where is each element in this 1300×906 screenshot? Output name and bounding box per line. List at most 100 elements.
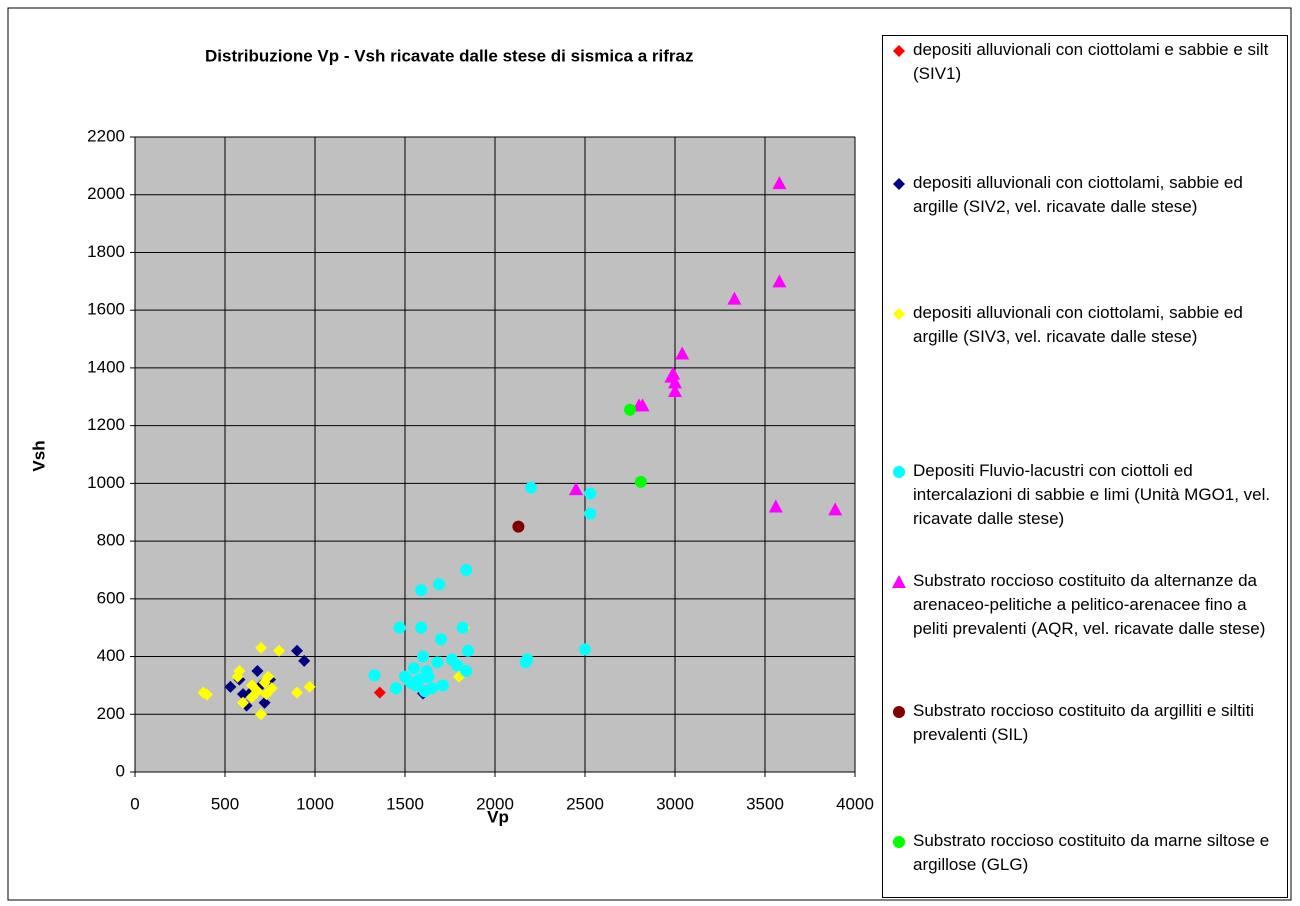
point	[201, 688, 213, 701]
point	[417, 650, 429, 663]
point	[415, 584, 428, 597]
point	[584, 507, 597, 520]
point	[422, 670, 435, 683]
legend-label: Substrato roccioso costituito da argilli…	[913, 701, 1255, 744]
legend-label: Depositi Fluvio-lacustri con ciottoli ed…	[913, 461, 1271, 528]
legend-symbol	[892, 575, 906, 588]
point	[273, 644, 285, 657]
chart-title: Distribuzione Vp - Vsh ricavate dalle st…	[205, 46, 693, 65]
point	[727, 291, 742, 305]
point	[772, 274, 787, 288]
point	[460, 563, 473, 576]
legend-marker	[893, 836, 905, 848]
point	[579, 643, 591, 656]
legend-entry: depositi alluvionali con ciottolami, sab…	[891, 301, 1271, 349]
y-tick-label: 0	[116, 761, 125, 780]
y-tick-label: 2200	[87, 126, 125, 145]
point	[525, 481, 537, 494]
point	[456, 621, 469, 634]
y-tick-label: 200	[97, 704, 125, 723]
x-tick-label: 3500	[746, 794, 784, 813]
x-tick-label: 500	[211, 794, 239, 813]
legend-entry: Substrato roccioso costituito da argilli…	[891, 699, 1271, 747]
y-tick-label: 600	[97, 588, 125, 607]
point	[303, 680, 316, 693]
point	[251, 664, 264, 677]
x-tick-label: 1000	[296, 794, 334, 813]
y-tick-label: 400	[97, 646, 125, 665]
y-tick-label: 800	[97, 531, 125, 550]
point	[512, 520, 525, 533]
legend-marker	[893, 466, 905, 478]
legend-marker	[893, 706, 905, 718]
y-tick-label: 2000	[87, 184, 125, 203]
y-tick-label: 1600	[87, 300, 125, 319]
legend-marker	[893, 178, 905, 190]
point	[415, 621, 428, 634]
y-tick-label: 1800	[87, 242, 125, 261]
point	[668, 375, 682, 389]
point	[460, 664, 473, 677]
point	[291, 686, 303, 699]
x-axis-label: Vp	[487, 807, 509, 826]
legend-symbol	[893, 45, 905, 57]
legend-label: Substrato roccioso costituito da alterna…	[913, 571, 1266, 638]
legend-marker	[893, 308, 905, 320]
point	[233, 664, 246, 677]
point	[298, 654, 311, 667]
point	[768, 499, 783, 513]
point	[373, 686, 386, 699]
point	[462, 644, 474, 657]
legend-label: depositi alluvionali con ciottolami, sab…	[913, 303, 1243, 346]
x-tick-label: 4000	[836, 794, 874, 813]
legend-label: Substrato roccioso costituito da marne s…	[913, 831, 1270, 874]
legend-symbol	[893, 178, 905, 190]
point	[262, 670, 275, 683]
point	[413, 673, 426, 686]
point	[431, 656, 444, 669]
point	[828, 502, 843, 516]
x-tick-label: 3000	[656, 794, 694, 813]
point	[237, 696, 249, 709]
legend-marker	[893, 45, 905, 57]
point	[255, 708, 267, 721]
legend-symbol	[893, 308, 905, 320]
legend-entry: Depositi Fluvio-lacustri con ciottoli ed…	[891, 459, 1271, 531]
y-axis-label: Vsh	[29, 440, 48, 471]
point	[408, 662, 420, 675]
x-tick-label: 1500	[386, 794, 424, 813]
point	[634, 475, 647, 488]
point	[368, 669, 381, 682]
point	[521, 653, 534, 666]
point	[435, 633, 447, 646]
point	[237, 688, 249, 701]
x-tick-label: 2000	[476, 794, 514, 813]
point	[251, 685, 264, 698]
point	[390, 682, 402, 695]
x-tick-label: 0	[130, 794, 139, 813]
point	[635, 398, 650, 412]
legend-label: depositi alluvionali con ciottolami, sab…	[913, 173, 1243, 216]
legend-symbol	[893, 836, 905, 848]
point	[258, 696, 271, 709]
legend-symbol	[893, 466, 905, 478]
point	[624, 403, 636, 416]
point	[666, 366, 681, 380]
point	[291, 644, 303, 657]
legend-entry: Substrato roccioso costituito da marne s…	[891, 829, 1271, 877]
point	[393, 621, 406, 634]
legend-entry: Substrato roccioso costituito da alterna…	[891, 569, 1271, 641]
point	[668, 384, 682, 397]
point	[451, 659, 464, 672]
point	[772, 176, 787, 190]
legend-label: depositi alluvionali con ciottolami e sa…	[913, 40, 1269, 83]
x-tick-label: 2500	[566, 794, 604, 813]
legend: depositi alluvionali con ciottolami e sa…	[882, 35, 1288, 898]
point	[569, 482, 583, 496]
y-tick-label: 1200	[87, 415, 125, 434]
point	[433, 578, 446, 591]
point	[426, 682, 438, 695]
legend-marker	[892, 575, 906, 588]
point	[584, 487, 597, 500]
